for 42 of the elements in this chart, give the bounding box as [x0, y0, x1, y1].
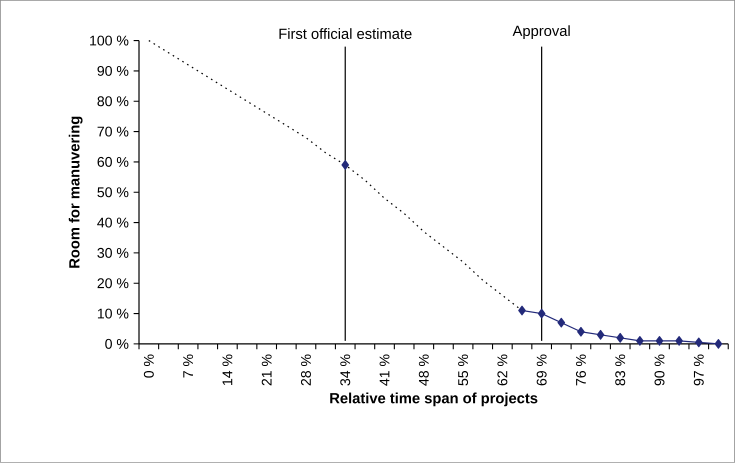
- point: [656, 336, 664, 346]
- x-tick-label: 48 %: [418, 354, 429, 386]
- x-tick-label: 69 %: [536, 354, 547, 386]
- point: [616, 333, 624, 343]
- y-tick-label: 20 %: [98, 278, 128, 288]
- x-tick-label: 41 %: [380, 354, 390, 386]
- point: [596, 330, 604, 340]
- y-tick-label: 50 %: [97, 187, 128, 198]
- x-tick-label: 34 %: [340, 354, 350, 386]
- y-tick-label: 0 %: [105, 339, 128, 349]
- x-tick-label: 62 %: [497, 354, 508, 386]
- point: [714, 339, 722, 349]
- y-axis-title: Room for manuvering: [68, 116, 83, 268]
- point: [694, 338, 703, 348]
- point: [557, 318, 566, 328]
- x-tick-label: 7 %: [183, 354, 194, 378]
- point: [675, 336, 683, 346]
- y-tick-label: 40 %: [97, 218, 128, 228]
- x-tick-label: 28 %: [300, 354, 311, 386]
- x-tick-label: 55 %: [458, 354, 468, 386]
- x-tick-label: 83 %: [615, 354, 626, 386]
- y-tick-label: 90 %: [98, 66, 128, 76]
- y-tick-label: 70 %: [98, 126, 128, 137]
- x-tick-label: 97 %: [694, 354, 704, 386]
- point: [636, 336, 644, 346]
- point: [577, 326, 585, 337]
- y-tick-label: 10 %: [98, 308, 128, 319]
- y-tick-label: 60 %: [98, 157, 128, 167]
- x-tick-label: 76 %: [576, 354, 586, 386]
- ref-line-label: First official estimate: [279, 28, 412, 40]
- point: [341, 160, 350, 170]
- ref-line-label: Approval: [512, 25, 570, 40]
- x-tick-label: 21 %: [262, 354, 272, 386]
- x-tick-label: 0 %: [144, 354, 154, 378]
- point: [518, 306, 526, 316]
- y-tick-label: 80 %: [97, 96, 128, 106]
- x-tick-label: 90 %: [654, 354, 664, 386]
- y-tick-label: 100 %: [90, 36, 128, 46]
- y-tick-label: 30 %: [97, 248, 128, 258]
- point: [538, 308, 546, 319]
- x-axis-title: Relative time span of projects: [330, 392, 538, 406]
- x-tick-label: 14 %: [222, 354, 232, 386]
